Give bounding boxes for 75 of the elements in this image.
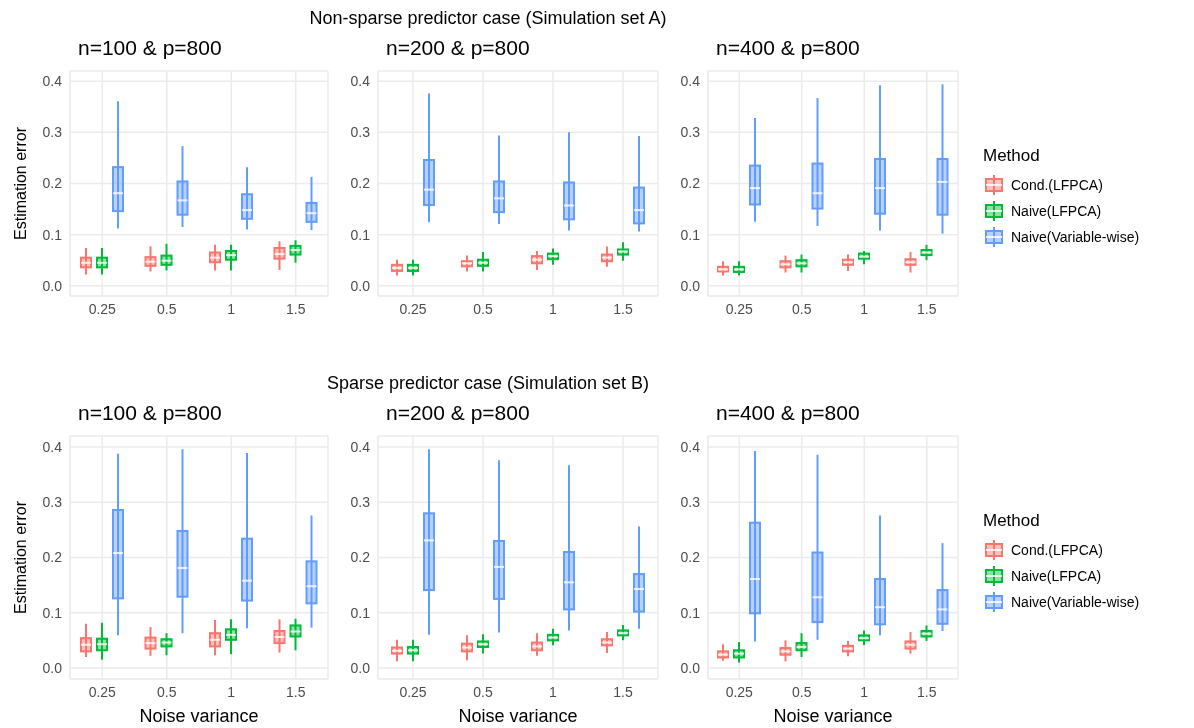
y-tick-label: 0.0 — [350, 277, 371, 294]
y-tick-label: 0.2 — [42, 175, 63, 192]
legend-title: Method — [983, 511, 1041, 531]
x-tick-label: 0.5 — [157, 683, 177, 700]
y-tick-label: 0.4 — [680, 439, 701, 456]
y-tick-label: 0.3 — [350, 494, 371, 511]
y-tick-label: 0.0 — [350, 659, 371, 676]
x-tick-label: 0.25 — [399, 300, 427, 317]
y-axis-title: Estimation error — [12, 500, 30, 614]
y-tick-label: 0.4 — [42, 73, 63, 90]
x-tick-label: 1.5 — [917, 683, 937, 700]
legend-label: Naive(Variable-wise) — [1011, 594, 1140, 610]
y-tick-label: 0.0 — [42, 659, 63, 676]
x-axis-title: Noise variance — [458, 705, 578, 726]
chart-title: n=200 & p=800 — [386, 36, 530, 60]
y-tick-label: 0.0 — [680, 659, 701, 676]
x-tick-label: 1 — [227, 683, 236, 700]
x-tick-label: 0.25 — [399, 683, 427, 700]
x-tick-label: 1.5 — [917, 300, 937, 317]
y-tick-label: 0.0 — [42, 277, 63, 294]
x-tick-label: 0.5 — [792, 300, 812, 317]
x-tick-label: 1 — [549, 683, 558, 700]
x-tick-label: 0.5 — [792, 683, 812, 700]
y-tick-label: 0.4 — [350, 73, 371, 90]
y-tick-label: 0.4 — [42, 439, 63, 456]
y-tick-label: 0.4 — [350, 439, 371, 456]
y-tick-label: 0.0 — [680, 277, 701, 294]
x-tick-label: 1 — [227, 300, 236, 317]
x-tick-label: 1.5 — [613, 683, 633, 700]
y-tick-label: 0.3 — [680, 124, 701, 141]
x-tick-label: 0.25 — [725, 300, 754, 317]
legend-label: Naive(LFPCA) — [1011, 203, 1102, 219]
x-tick-label: 0.5 — [157, 300, 177, 317]
y-tick-label: 0.3 — [42, 494, 63, 511]
x-tick-label: 1.5 — [286, 683, 306, 700]
legend-label: Naive(LFPCA) — [1011, 568, 1102, 584]
y-tick-label: 0.2 — [350, 549, 371, 566]
y-axis-title: Estimation error — [12, 126, 30, 240]
chart-subtitle: Sparse predictor case (Simulation set B) — [325, 373, 651, 394]
x-tick-label: 0.25 — [88, 683, 117, 700]
y-tick-label: 0.3 — [350, 124, 371, 141]
x-axis-title: Noise variance — [773, 705, 893, 726]
y-tick-label: 0.2 — [680, 175, 701, 192]
chart-title: n=200 & p=800 — [386, 401, 530, 425]
y-tick-label: 0.1 — [350, 226, 371, 243]
x-tick-label: 1 — [549, 300, 558, 317]
y-tick-label: 0.1 — [680, 604, 701, 621]
legend-label: Cond.(LFPCA) — [1011, 177, 1103, 193]
chart-title: n=100 & p=800 — [78, 36, 222, 60]
y-tick-label: 0.1 — [350, 604, 371, 621]
x-tick-label: 1 — [860, 683, 869, 700]
chart-subtitle: Non-sparse predictor case (Simulation set A) — [308, 8, 668, 29]
legend-label: Naive(Variable-wise) — [1011, 229, 1140, 245]
x-tick-label: 0.25 — [725, 683, 754, 700]
y-tick-label: 0.3 — [680, 494, 701, 511]
chart-title: n=400 & p=800 — [716, 401, 860, 425]
chart-title: n=100 & p=800 — [78, 401, 222, 425]
y-tick-label: 0.3 — [42, 124, 63, 141]
legend-title: Method — [983, 146, 1041, 166]
y-tick-label: 0.1 — [680, 226, 701, 243]
y-tick-label: 0.2 — [42, 549, 63, 566]
x-tick-label: 0.5 — [473, 683, 493, 700]
x-tick-label: 1.5 — [286, 300, 306, 317]
x-tick-label: 1 — [860, 300, 869, 317]
x-axis-title: Noise variance — [139, 705, 259, 726]
x-tick-label: 1.5 — [613, 300, 633, 317]
x-tick-label: 0.5 — [473, 300, 493, 317]
chart-title: n=400 & p=800 — [716, 36, 860, 60]
y-tick-label: 0.2 — [680, 549, 701, 566]
y-tick-label: 0.1 — [42, 604, 63, 621]
legend-label: Cond.(LFPCA) — [1011, 542, 1103, 558]
y-tick-label: 0.2 — [350, 175, 371, 192]
y-tick-label: 0.1 — [42, 226, 63, 243]
y-tick-label: 0.4 — [680, 73, 701, 90]
x-tick-label: 0.25 — [88, 300, 117, 317]
